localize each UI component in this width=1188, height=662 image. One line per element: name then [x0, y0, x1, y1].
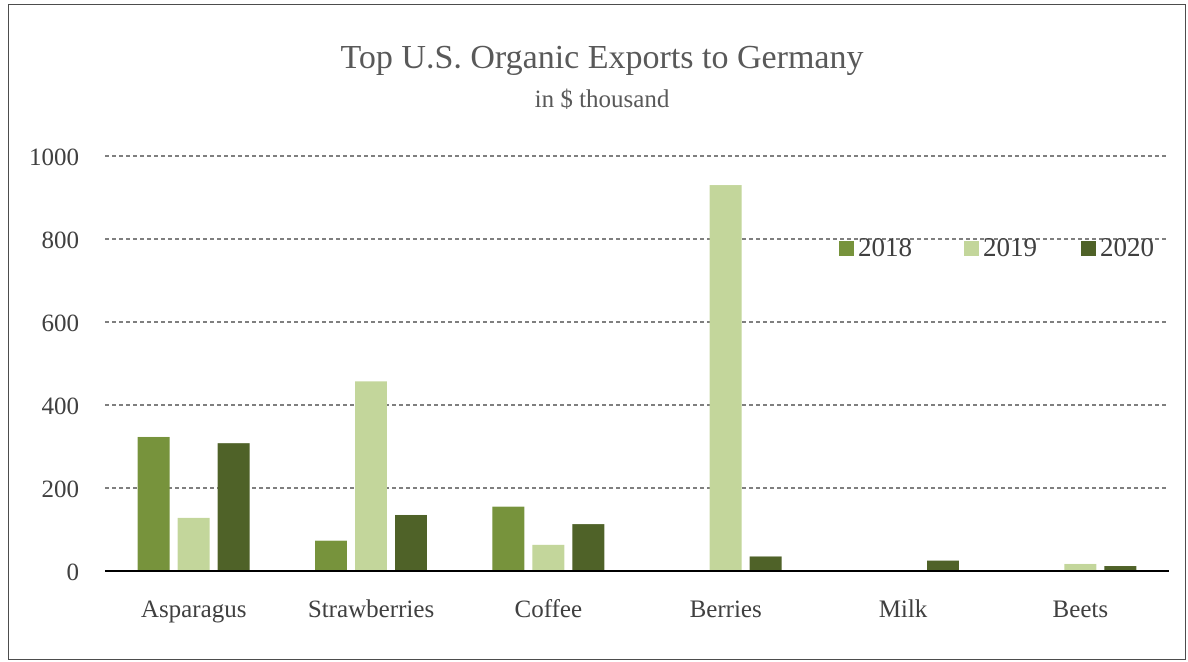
legend-label-2018: 2018 [858, 232, 912, 262]
bar-coffee-2019 [532, 544, 565, 571]
x-tick-label-coffee: Coffee [515, 596, 583, 623]
bar-beets-2019 [1064, 563, 1097, 571]
y-axis-tick-labels: 0 200 400 600 800 1000 [29, 144, 79, 586]
bar-strawberries-2018 [315, 540, 347, 571]
bar-berries-2020 [749, 556, 782, 571]
bar-coffee-2020 [572, 524, 605, 571]
legend: 2018 2019 2020 [839, 232, 1154, 262]
y-tick-label: 400 [42, 393, 80, 420]
gridlines [105, 155, 1169, 489]
bar-strawberries-2019 [355, 381, 387, 571]
legend-label-2019: 2019 [983, 232, 1037, 262]
x-tick-label-asparagus: Asparagus [141, 596, 247, 623]
chart-subtitle: in $ thousand [535, 86, 670, 113]
bar-berries-2019 [709, 185, 742, 572]
bar-chart: Top U.S. Organic Exports to Germany in $… [29, 39, 1169, 623]
bar-asparagus-2018 [137, 436, 170, 571]
bar-coffee-2018 [492, 506, 525, 571]
legend-swatch-2020 [1081, 241, 1096, 256]
x-axis-category-labels: Asparagus Strawberries Coffee Berries Milk Be… [141, 596, 1108, 623]
bar-asparagus-2019 [177, 517, 210, 571]
legend-label-2020: 2020 [1100, 232, 1154, 262]
y-tick-label: 600 [42, 310, 80, 337]
y-tick-label: 200 [42, 476, 80, 503]
y-tick-label: 1000 [29, 144, 79, 171]
x-tick-label-strawberries: Strawberries [308, 596, 434, 623]
x-tick-label-milk: Milk [879, 596, 928, 623]
chart-title: Top U.S. Organic Exports to Germany [341, 39, 864, 76]
legend-swatch-2019 [964, 241, 979, 256]
bar-asparagus-2020 [217, 443, 250, 571]
y-tick-label: 0 [67, 559, 80, 586]
bar-milk-2020 [927, 560, 959, 571]
bar-beets-2020 [1104, 566, 1137, 571]
x-tick-label-berries: Berries [690, 596, 762, 623]
legend-swatch-2018 [839, 241, 854, 256]
y-tick-label: 800 [42, 227, 80, 254]
bar-strawberries-2020 [395, 514, 427, 571]
bars [137, 185, 1137, 572]
chart-frame: Top U.S. Organic Exports to Germany in $… [8, 4, 1186, 660]
x-tick-label-beets: Beets [1053, 596, 1109, 623]
